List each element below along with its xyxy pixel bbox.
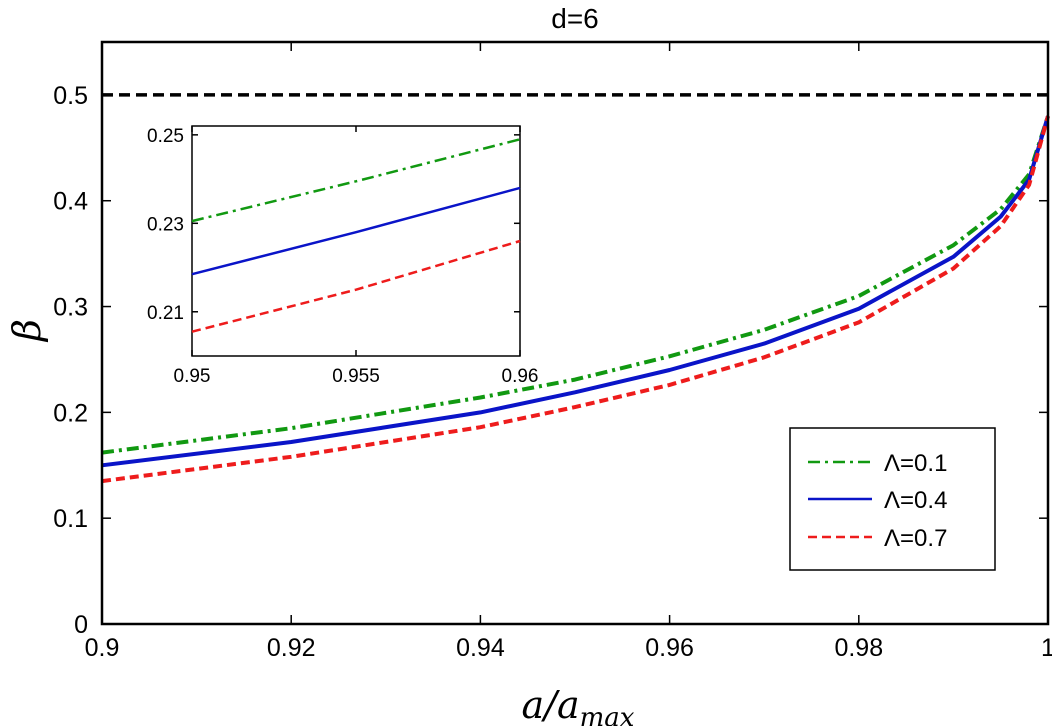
series-line-2: [101, 115, 1050, 484]
inset-y-tick-label: 0.25: [147, 126, 184, 147]
y-tick-label: 0.1: [53, 505, 88, 533]
x-tick-label: 0.96: [645, 634, 694, 662]
x-tick-label: 0.92: [267, 634, 316, 662]
series-line-0: [101, 115, 1050, 455]
inset-series-line-2: [191, 239, 521, 333]
inset-x-tick-label: 0.95: [174, 366, 211, 387]
x-tick-label: 0.94: [456, 634, 505, 662]
y-tick-label: 0.4: [53, 188, 88, 216]
x-tick-label: 0.98: [834, 634, 883, 662]
plot-frame: [100, 40, 1050, 626]
chart-title: d=6: [551, 3, 599, 34]
y-tick-label: 0: [74, 611, 88, 639]
x-axis-label: a/amax: [522, 683, 635, 726]
inset-x-tick-label: 0.96: [502, 366, 539, 387]
series-line-1: [101, 115, 1050, 468]
inset-series-line-1: [191, 186, 521, 276]
x-tick-label: 0.9: [85, 634, 120, 662]
inset-x-tick-label: 0.955: [332, 366, 380, 387]
inset-series-line-0: [191, 138, 521, 223]
inset-y-tick-label: 0.21: [147, 303, 184, 324]
y-tick-label: 0.3: [53, 294, 88, 322]
inset-y-tick-label: 0.23: [147, 214, 184, 235]
x-axis-label-subscript: max: [580, 703, 635, 726]
legend-label-lambda-0-1: Λ=0.1: [884, 450, 947, 477]
x-tick-label: 1: [1041, 634, 1052, 662]
legend: Λ=0.1 Λ=0.4 Λ=0.7: [789, 427, 996, 571]
inset-background: [191, 125, 521, 357]
legend-label-lambda-0-7: Λ=0.7: [884, 525, 947, 552]
y-tick-label: 0.2: [53, 399, 88, 427]
legend-label-lambda-0-4: Λ=0.4: [884, 487, 947, 514]
y-axis-label: β: [5, 319, 49, 343]
y-tick-label: 0.5: [53, 82, 88, 110]
